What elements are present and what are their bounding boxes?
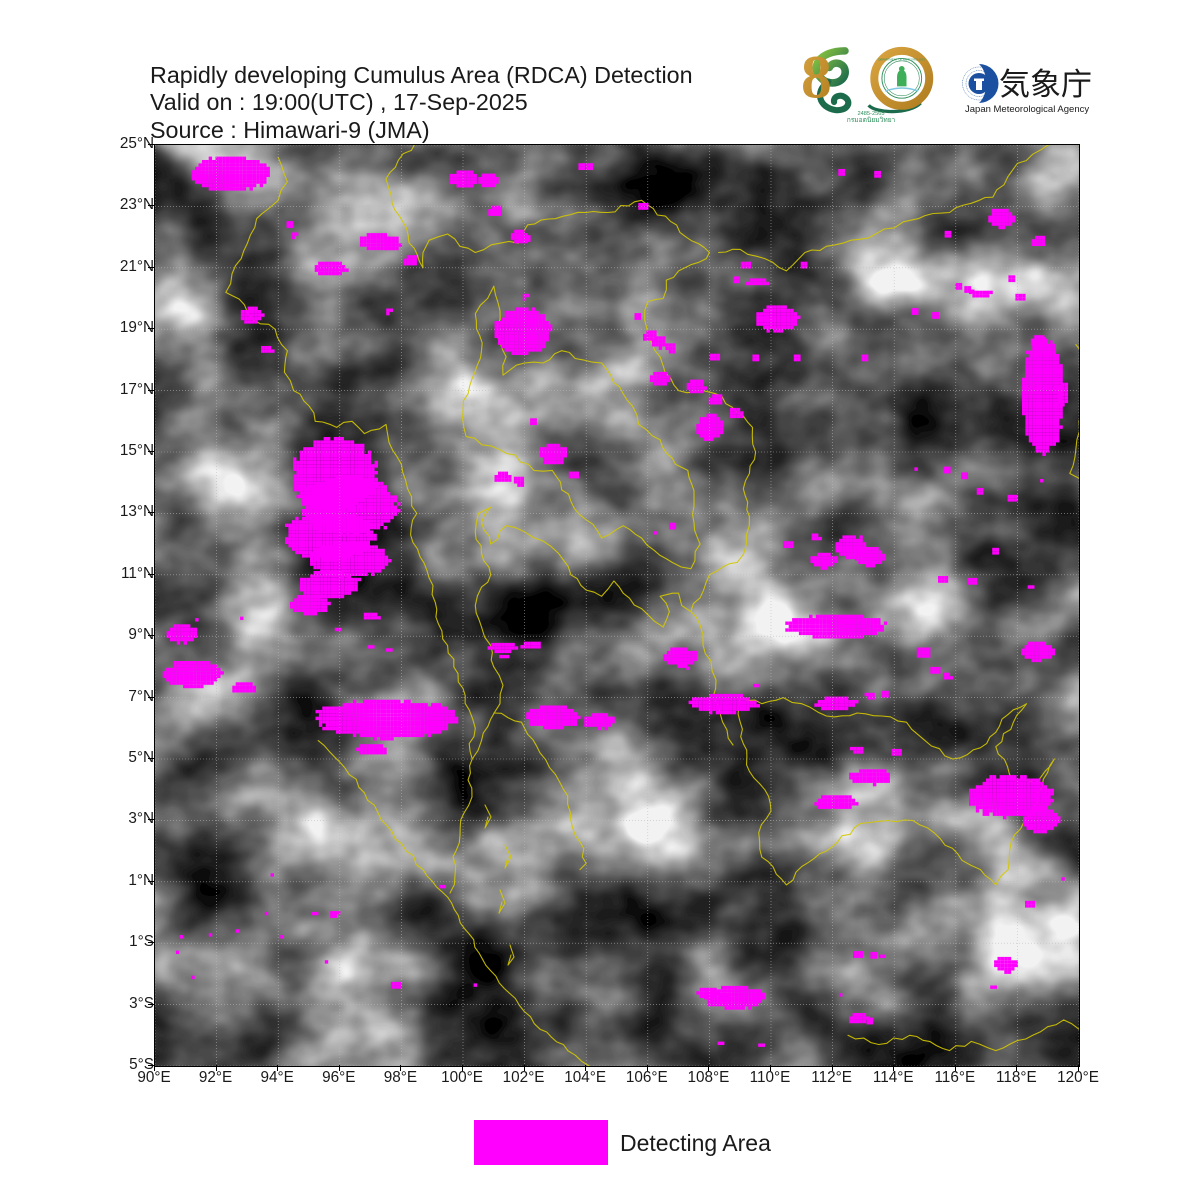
svg-text:Japan Meteorological Agency: Japan Meteorological Agency (965, 104, 1089, 115)
svg-text:気象庁: 気象庁 (999, 67, 1092, 102)
svg-text:DEPARTMENT OF METEOROLOGY: DEPARTMENT OF METEOROLOGY (878, 57, 925, 61)
svg-text:8: 8 (801, 46, 832, 111)
svg-text:กรมอุตุนิยมวิทยา: กรมอุตุนิยมวิทยา (847, 116, 896, 122)
svg-text:2485-2565: 2485-2565 (857, 111, 884, 117)
